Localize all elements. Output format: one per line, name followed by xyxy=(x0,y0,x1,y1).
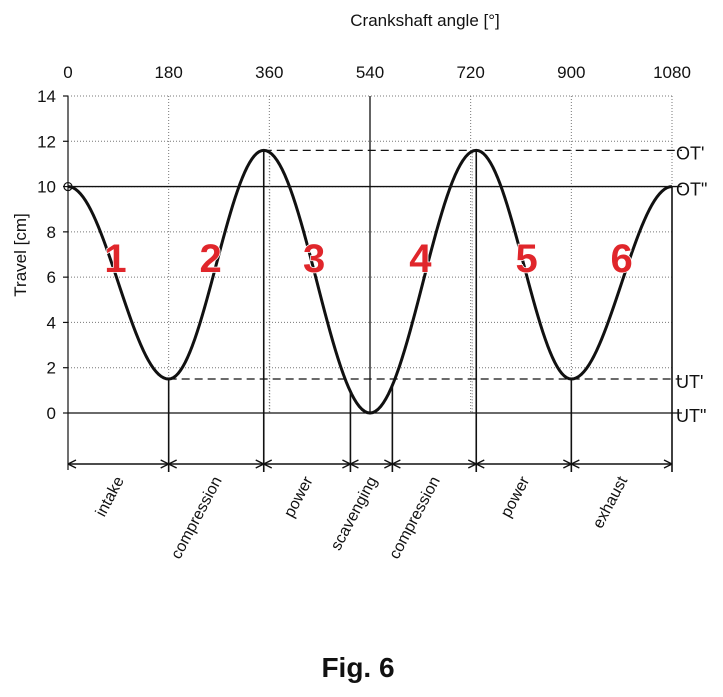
arrowhead xyxy=(255,459,265,469)
x-tick-label: 720 xyxy=(456,63,484,82)
arrowhead xyxy=(350,459,359,469)
y-tick-label: 0 xyxy=(47,404,56,423)
arrowhead xyxy=(563,459,572,469)
y-tick-label: 12 xyxy=(37,132,56,151)
phase-boundaries xyxy=(67,150,673,472)
x-tick-label: 1080 xyxy=(653,63,691,82)
reference-line-label: OT' xyxy=(676,143,704,163)
y-tick-label: 4 xyxy=(47,313,56,332)
y-tick-label: 6 xyxy=(47,268,56,287)
section-number: 5 xyxy=(515,237,537,281)
axes xyxy=(63,95,672,470)
figure-caption: Fig. 6 xyxy=(321,652,394,683)
reference-lines xyxy=(63,96,682,414)
y-tick-label: 10 xyxy=(37,178,56,197)
phase-label-exhaust: exhaust xyxy=(590,473,632,531)
reference-line-label: OT" xyxy=(676,180,707,200)
x-tick-label: 360 xyxy=(255,63,283,82)
section-number: 1 xyxy=(104,237,126,281)
y-tick-label: 2 xyxy=(47,359,56,378)
x-axis-title: Crankshaft angle [°] xyxy=(350,11,500,30)
x-tick-label: 180 xyxy=(154,63,182,82)
arrowhead xyxy=(467,459,477,469)
section-number: 2 xyxy=(199,237,221,281)
x-tick-label: 0 xyxy=(63,63,72,82)
phase-label-intake: intake xyxy=(93,474,128,520)
phase-label-scavenging: scavenging xyxy=(328,474,381,553)
arrowhead xyxy=(384,459,393,469)
arrowhead xyxy=(263,459,273,469)
y-tick-label: 8 xyxy=(47,223,56,242)
x-tick-label: 900 xyxy=(557,63,585,82)
phase-label-power: power xyxy=(498,473,534,520)
arrowhead xyxy=(168,459,177,469)
arrowhead xyxy=(67,459,77,469)
y-tick-label: 14 xyxy=(37,87,56,106)
arrowhead xyxy=(475,459,485,469)
arrowhead xyxy=(571,459,580,469)
phase-label-compression: compression xyxy=(168,474,226,562)
y-axis-title: Travel [cm] xyxy=(11,213,30,296)
arrowhead xyxy=(392,459,401,469)
curve-layer xyxy=(67,148,673,415)
section-number: 6 xyxy=(611,237,633,281)
travel-curve xyxy=(67,148,673,415)
phase-label-compression: compression xyxy=(386,474,444,562)
x-tick-label: 540 xyxy=(356,63,384,82)
arrowhead xyxy=(342,459,351,469)
reference-line-label: UT" xyxy=(676,406,706,426)
section-number: 3 xyxy=(303,237,325,281)
labels: 0 180 360 540 720 900 108002468101214OT'OT"UT'… xyxy=(37,63,707,562)
arrowhead xyxy=(160,459,169,469)
section-number: 4 xyxy=(409,237,432,281)
phase-label-power: power xyxy=(281,473,317,520)
reference-line-label: UT' xyxy=(676,372,703,392)
arrowhead xyxy=(663,459,673,469)
